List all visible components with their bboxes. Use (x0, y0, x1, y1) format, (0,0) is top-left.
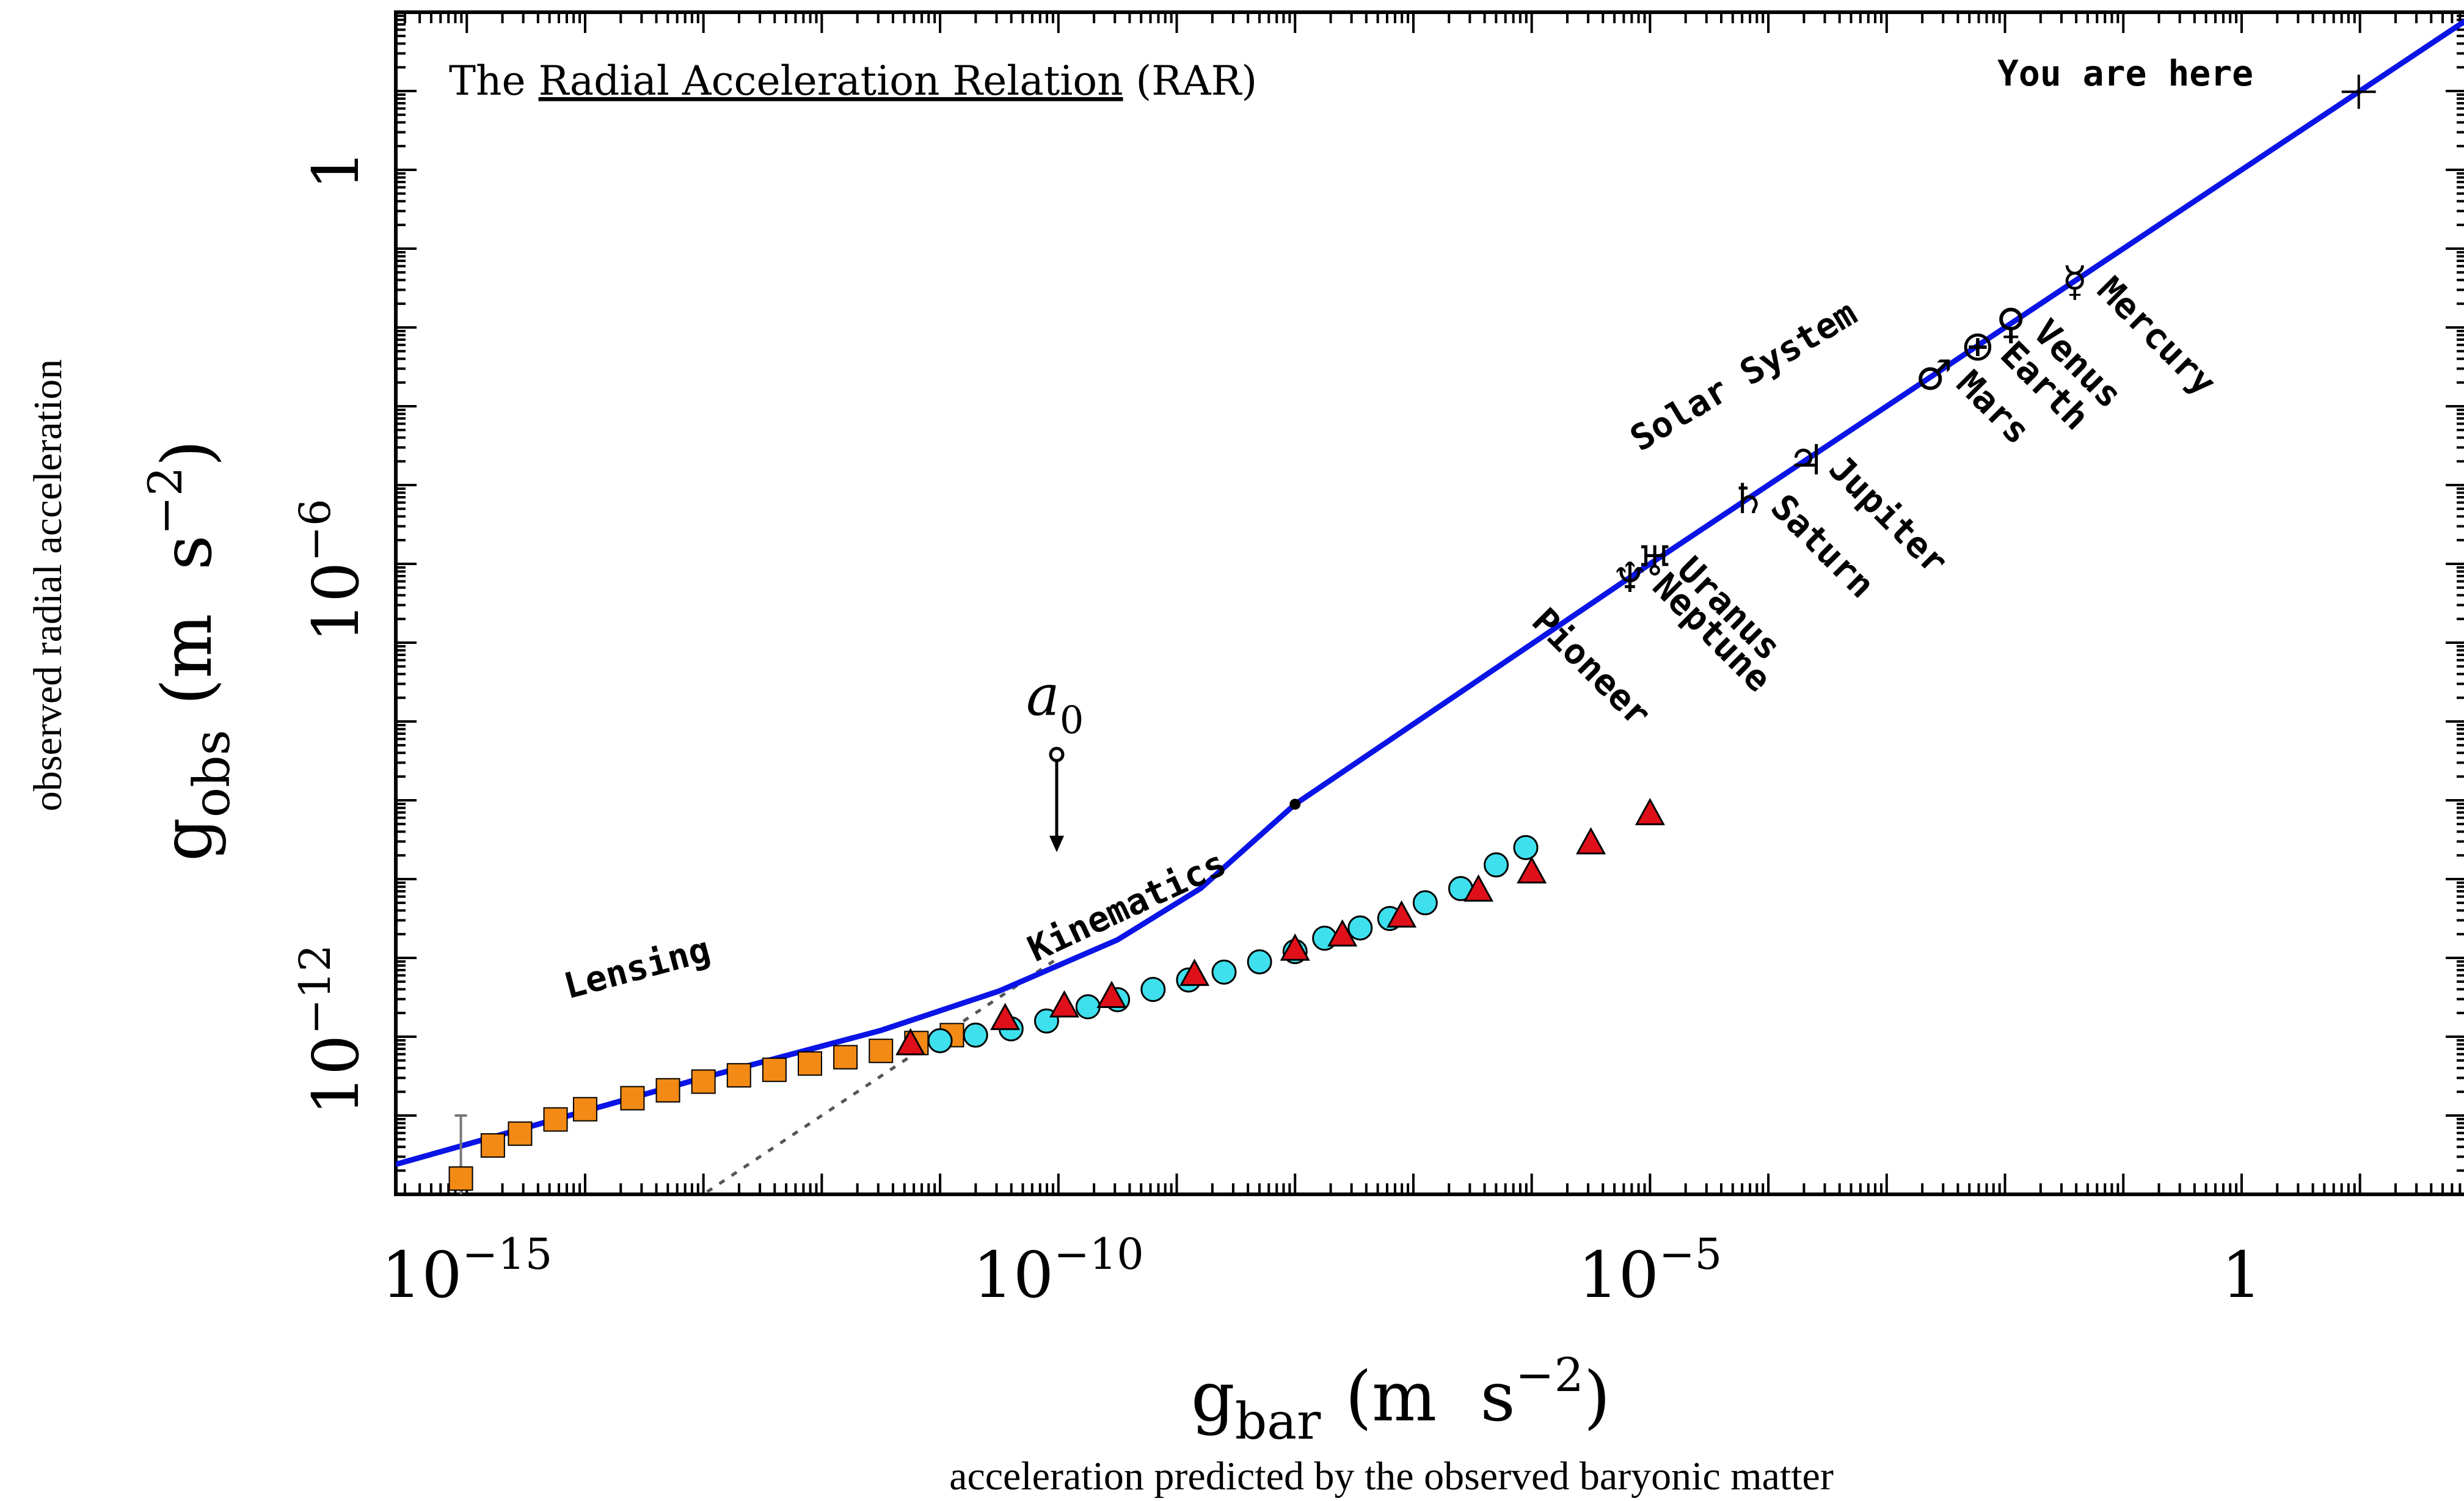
lensing-square-marker (762, 1057, 787, 1083)
kinematics-circle-marker (1412, 890, 1438, 916)
a0-annotation: a0 (1026, 663, 1084, 852)
lensing-square-marker (798, 1051, 822, 1076)
kinematics-triangle-marker (1179, 959, 1210, 986)
x-axis-title-unit-exp: −2 (1515, 1348, 1584, 1402)
planet-symbol-earth: ⊕ (1960, 323, 1995, 371)
kinematics-triangle-marker (1463, 874, 1494, 902)
y-tick-label: 10−12 (290, 944, 373, 1116)
y-tick-label-group: 10−12 (290, 944, 373, 1116)
y-axis-title-main: g (148, 817, 227, 861)
x-axis-title-main: g (1191, 1357, 1235, 1437)
kinematics-circle-marker (927, 1028, 953, 1053)
lensing-square-marker (508, 1121, 533, 1146)
kinematics-circle-marker (1247, 949, 1272, 974)
planet-symbol-saturn: ♄ (1730, 475, 1767, 524)
x-tick-label: 10−10 (973, 1229, 1144, 1312)
x-tick-label: 10−15 (381, 1229, 552, 1312)
pioneer-marker (1289, 798, 1301, 810)
pioneer-label: Pioneer (1524, 600, 1659, 735)
y-axis-title-unit-close: ) (148, 440, 227, 467)
planet-symbol-neptune: ♆ (1611, 554, 1649, 602)
chart-title-prefix: The (449, 57, 539, 104)
kinematics-triangle-marker (1517, 856, 1547, 884)
kinematics-circle-marker (1140, 977, 1166, 1002)
lensing-square-marker (869, 1039, 894, 1064)
chart-title-underlined: Radial Acceleration Relation (539, 57, 1123, 104)
planet-symbol-mars: ♂ (1915, 351, 1953, 400)
a0-label: a0 (1026, 663, 1084, 742)
axis-tick-labels: 10−15 10−10 10−5 1 10−12 10−6 1 (290, 150, 2262, 1312)
lensing-square-marker (655, 1078, 680, 1103)
lensing-square-marker (543, 1107, 568, 1132)
chart-title-suffix: (RAR) (1123, 57, 1258, 104)
a0-arrow-head (1049, 836, 1064, 852)
y-axis-title-unit: (m s (148, 535, 227, 706)
a0-marker (1049, 747, 1065, 762)
chart-title: The Radial Acceleration Relation (RAR) (449, 57, 1257, 104)
kinematics-triangle-marker (895, 1028, 926, 1056)
planet-symbol-venus: ♀ (1996, 301, 2026, 349)
x-axis-title-sub: bar (1235, 1393, 1321, 1451)
kinematics-triangle-marker (1096, 981, 1127, 1008)
plot-frame (394, 10, 2464, 1196)
y-axis-title: gobs (m s−2) (138, 440, 241, 861)
lensing-square-marker (833, 1045, 858, 1070)
x-axis-caption: acceleration predicted by the observed b… (949, 1454, 1834, 1499)
planet-symbol-jupiter: ♃ (1788, 437, 1825, 485)
you-are-here-label: You are here (1997, 53, 2253, 94)
kinematics-circle-marker (1484, 852, 1509, 878)
lensing-square-marker (620, 1086, 645, 1111)
relation-line (396, 18, 2464, 1167)
lensing-square-marker (691, 1069, 716, 1094)
kinematics-triangle-marker (1387, 900, 1417, 928)
x-tick-label: 1 (2222, 1238, 2262, 1312)
lensing-square-marker (448, 1166, 473, 1191)
x-axis-title-unit: (m s (1345, 1357, 1515, 1437)
axis-ticks (396, 11, 2464, 1196)
x-axis-title-unit-close: ) (1584, 1357, 1611, 1437)
data-markers (448, 798, 1665, 1191)
y-axis-title-sub: obs (183, 729, 241, 817)
kinematics-circle-marker (1211, 959, 1237, 985)
kinematics-circle-marker (1347, 915, 1373, 941)
newtonian-dotted-line (701, 956, 1060, 1194)
kinematics-triangle-marker (1327, 919, 1358, 947)
y-tick-label-group: 10−6 (290, 499, 373, 643)
y-tick-label: 1 (299, 150, 373, 190)
lensing-square-marker (726, 1063, 751, 1088)
kinematics-circle-marker (1075, 994, 1101, 1020)
planet-symbol-mercury: ☿ (2062, 258, 2088, 306)
lensing-region-label: Lensing (560, 929, 715, 1007)
lensing-square-marker (572, 1097, 597, 1122)
x-axis-title: gbar (m s−2) (1191, 1348, 1611, 1451)
kinematics-triangle-marker (1280, 933, 1310, 961)
rar-relation-line (396, 18, 2464, 1167)
a0-subscript: 0 (1060, 698, 1084, 742)
kinematics-circle-marker (963, 1022, 988, 1048)
kinematics-triangle-marker (1575, 827, 1606, 855)
x-tick-label: 10−5 (1578, 1229, 1722, 1312)
kinematics-triangle-marker (1049, 990, 1080, 1018)
y-axis-title-unit-exp: −2 (138, 467, 192, 535)
kinematics-triangle-marker (990, 1002, 1021, 1031)
kinematics-triangle-marker (1635, 798, 1665, 825)
solar-system-region-label: Solar System (1623, 292, 1864, 459)
y-tick-label-group: 1 (299, 150, 373, 190)
solar-system-markers: ☿ ♀⊕♂ ♃ ♄ ♅♆ (1289, 75, 2376, 810)
kinematics-circle-marker (1513, 834, 1539, 860)
y-tick-label: 10−6 (290, 499, 373, 643)
y-axis-caption: observed radial acceleration (26, 359, 70, 811)
newtonian-line (701, 956, 1060, 1194)
lensing-square-marker (480, 1133, 505, 1158)
planet-symbol-uranus: ♅ (1636, 538, 1674, 586)
kinematics-region-label: Kinematics (1021, 842, 1232, 970)
